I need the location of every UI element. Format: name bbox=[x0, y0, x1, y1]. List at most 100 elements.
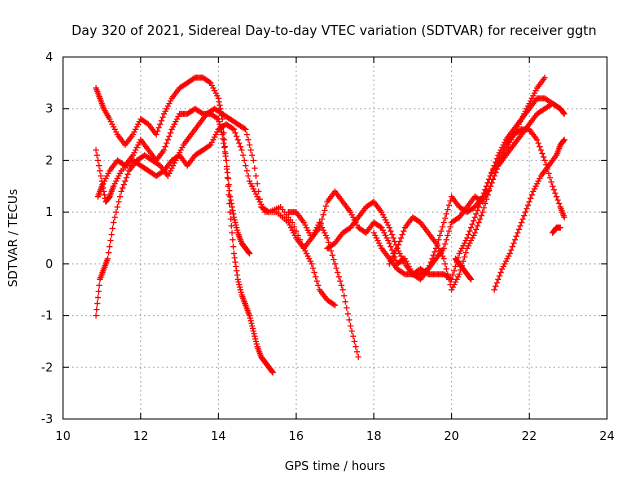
data-point bbox=[442, 215, 449, 222]
data-point bbox=[222, 153, 229, 160]
data-point bbox=[269, 369, 276, 376]
data-point bbox=[471, 229, 478, 236]
data-point bbox=[552, 190, 559, 197]
data-point bbox=[549, 183, 556, 190]
x-tick-label: 18 bbox=[366, 429, 381, 443]
data-marks bbox=[93, 74, 568, 376]
data-point bbox=[114, 203, 121, 210]
data-point bbox=[492, 283, 499, 290]
data-point bbox=[478, 212, 485, 219]
data-point bbox=[100, 185, 107, 192]
data-point bbox=[513, 233, 520, 240]
y-tick-label: -1 bbox=[41, 309, 53, 323]
data-point bbox=[223, 163, 230, 170]
data-point bbox=[431, 248, 438, 255]
data-point bbox=[105, 249, 112, 256]
data-point bbox=[243, 131, 250, 138]
data-point bbox=[429, 255, 436, 262]
data-point bbox=[95, 288, 102, 295]
data-point bbox=[154, 128, 161, 135]
data-point bbox=[104, 255, 111, 262]
data-point bbox=[400, 228, 407, 235]
data-point bbox=[313, 278, 320, 285]
data-point bbox=[246, 141, 253, 148]
data-point bbox=[466, 228, 473, 235]
data-point bbox=[231, 254, 238, 261]
data-point bbox=[439, 223, 446, 230]
data-point bbox=[509, 243, 516, 250]
y-tick-label: 4 bbox=[45, 50, 53, 64]
series-track-9 bbox=[452, 255, 474, 283]
data-point bbox=[396, 238, 403, 245]
data-point bbox=[515, 226, 522, 233]
data-point bbox=[229, 203, 236, 210]
x-tick-label: 22 bbox=[522, 429, 537, 443]
data-point bbox=[229, 236, 236, 243]
data-point bbox=[335, 273, 342, 280]
data-point bbox=[477, 200, 484, 207]
data-point bbox=[526, 198, 533, 205]
data-point bbox=[320, 211, 327, 218]
data-point bbox=[221, 136, 228, 143]
data-point bbox=[547, 174, 554, 181]
data-point bbox=[468, 224, 474, 231]
data-point bbox=[394, 245, 401, 252]
data-point bbox=[224, 169, 231, 176]
data-point bbox=[561, 214, 568, 221]
data-point bbox=[475, 219, 482, 226]
data-point bbox=[508, 247, 515, 254]
data-point bbox=[157, 121, 164, 128]
data-point bbox=[553, 193, 560, 200]
data-point bbox=[101, 191, 108, 198]
data-point bbox=[228, 200, 235, 207]
data-point bbox=[221, 144, 228, 151]
data-point bbox=[311, 269, 318, 276]
data-point bbox=[480, 190, 487, 197]
data-point bbox=[557, 224, 564, 231]
data-point bbox=[107, 237, 114, 244]
data-point bbox=[225, 181, 232, 188]
data-point bbox=[316, 224, 323, 231]
data-point bbox=[388, 247, 395, 254]
data-point bbox=[395, 241, 402, 248]
y-tick-label: 2 bbox=[45, 153, 53, 167]
data-point bbox=[536, 143, 543, 150]
data-point bbox=[436, 232, 443, 239]
data-point bbox=[206, 142, 213, 149]
data-point bbox=[351, 338, 358, 345]
data-point bbox=[116, 193, 123, 200]
data-point bbox=[514, 229, 521, 236]
data-point bbox=[451, 267, 458, 274]
data-point bbox=[94, 152, 100, 159]
data-point bbox=[438, 228, 445, 235]
data-point bbox=[480, 204, 487, 211]
data-point bbox=[247, 147, 254, 154]
data-point bbox=[523, 205, 530, 212]
data-point bbox=[223, 157, 230, 164]
series-track-11 bbox=[549, 224, 564, 236]
data-point bbox=[435, 236, 442, 243]
data-point bbox=[469, 221, 476, 228]
data-point bbox=[329, 252, 336, 259]
data-point bbox=[449, 272, 456, 279]
data-point bbox=[445, 228, 452, 235]
data-point bbox=[512, 236, 519, 243]
data-point bbox=[440, 245, 447, 252]
data-point bbox=[240, 152, 247, 159]
series-track-8 bbox=[386, 74, 548, 293]
data-point bbox=[252, 172, 259, 179]
data-point bbox=[328, 247, 335, 254]
data-point bbox=[427, 259, 434, 266]
data-point bbox=[94, 157, 101, 164]
data-point bbox=[159, 114, 166, 121]
data-point bbox=[444, 206, 451, 213]
data-point bbox=[346, 316, 353, 323]
data-point bbox=[124, 171, 131, 178]
plot-frame bbox=[62, 56, 608, 420]
data-point bbox=[521, 212, 528, 219]
data-point bbox=[473, 210, 480, 217]
series-track-1 bbox=[93, 74, 276, 376]
data-point bbox=[230, 250, 237, 257]
data-point bbox=[229, 125, 236, 132]
data-point bbox=[111, 214, 118, 221]
